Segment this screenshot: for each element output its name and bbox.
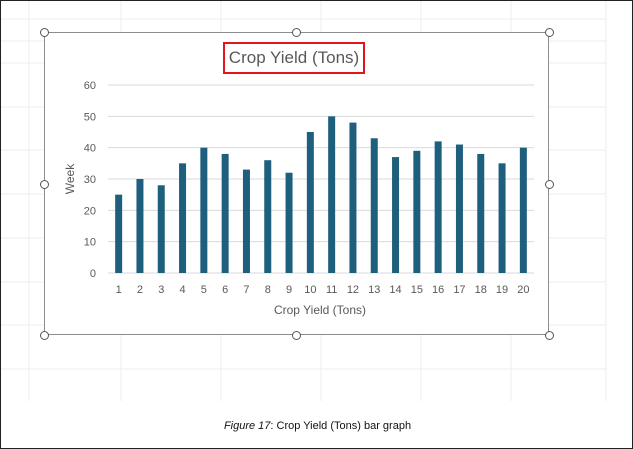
x-tick-label: 12 <box>347 284 359 296</box>
bar <box>434 141 442 273</box>
bar <box>179 163 187 273</box>
bar <box>413 150 421 273</box>
x-tick-label: 7 <box>243 284 249 296</box>
bar <box>200 147 208 273</box>
resize-handle-top-left[interactable] <box>40 28 49 37</box>
x-tick-label: 18 <box>475 284 487 296</box>
x-tick-label: 6 <box>222 284 228 296</box>
bar <box>455 144 463 273</box>
bar <box>136 179 144 273</box>
x-tick-label: 10 <box>304 284 316 296</box>
x-tick-label: 13 <box>368 284 380 296</box>
bar <box>392 157 400 273</box>
x-tick-label: 3 <box>158 284 164 296</box>
x-tick-label: 19 <box>496 284 508 296</box>
bar <box>328 116 336 273</box>
bar <box>221 153 229 273</box>
x-tick-label: 9 <box>286 284 292 296</box>
figure-caption-text: Crop Yield (Tons) bar graph <box>276 420 412 432</box>
resize-handle-middle-left[interactable] <box>40 180 49 189</box>
y-tick-label: 30 <box>84 174 96 186</box>
bar <box>477 153 485 273</box>
x-tick-label: 17 <box>453 284 465 296</box>
bar <box>285 172 293 273</box>
bar <box>349 122 357 273</box>
y-tick-label: 0 <box>90 268 96 280</box>
resize-handle-middle-right[interactable] <box>545 180 554 189</box>
x-tick-label: 14 <box>389 284 401 296</box>
resize-handle-bottom-left[interactable] <box>40 331 49 340</box>
bar <box>264 160 272 273</box>
bar <box>306 132 314 273</box>
x-tick-label: 4 <box>179 284 185 296</box>
resize-handle-top-center[interactable] <box>292 28 301 37</box>
x-tick-label: 1 <box>116 284 122 296</box>
x-axis-title: Crop Yield (Tons) <box>274 303 366 317</box>
bar <box>519 147 527 273</box>
y-tick-label: 40 <box>84 143 96 155</box>
x-tick-label: 20 <box>517 284 529 296</box>
figure-label: Figure 17 <box>223 420 271 432</box>
figure-caption: Figure 17: Crop Yield (Tons) bar graph <box>1 420 633 432</box>
y-tick-label: 60 <box>84 80 96 92</box>
bar <box>370 138 378 273</box>
x-tick-label: 16 <box>432 284 444 296</box>
x-tick-label: 15 <box>411 284 423 296</box>
bar <box>157 185 165 273</box>
figure-separator: : <box>270 420 277 432</box>
bar <box>242 169 250 273</box>
chart-object[interactable] <box>44 32 549 335</box>
y-axis-title: Week <box>63 163 77 194</box>
resize-handle-top-right[interactable] <box>545 28 554 37</box>
resize-handle-bottom-center[interactable] <box>292 331 301 340</box>
y-tick-label: 50 <box>84 111 96 123</box>
x-tick-label: 11 <box>326 284 337 296</box>
resize-handle-bottom-right[interactable] <box>545 331 554 340</box>
x-tick-label: 5 <box>201 284 207 296</box>
y-tick-label: 10 <box>84 237 96 249</box>
bar <box>498 163 506 273</box>
y-tick-label: 20 <box>84 205 96 217</box>
x-tick-label: 2 <box>137 284 143 296</box>
x-tick-label: 8 <box>265 284 271 296</box>
chart-title[interactable]: Crop Yield (Tons) <box>223 42 365 74</box>
bar <box>115 194 123 273</box>
